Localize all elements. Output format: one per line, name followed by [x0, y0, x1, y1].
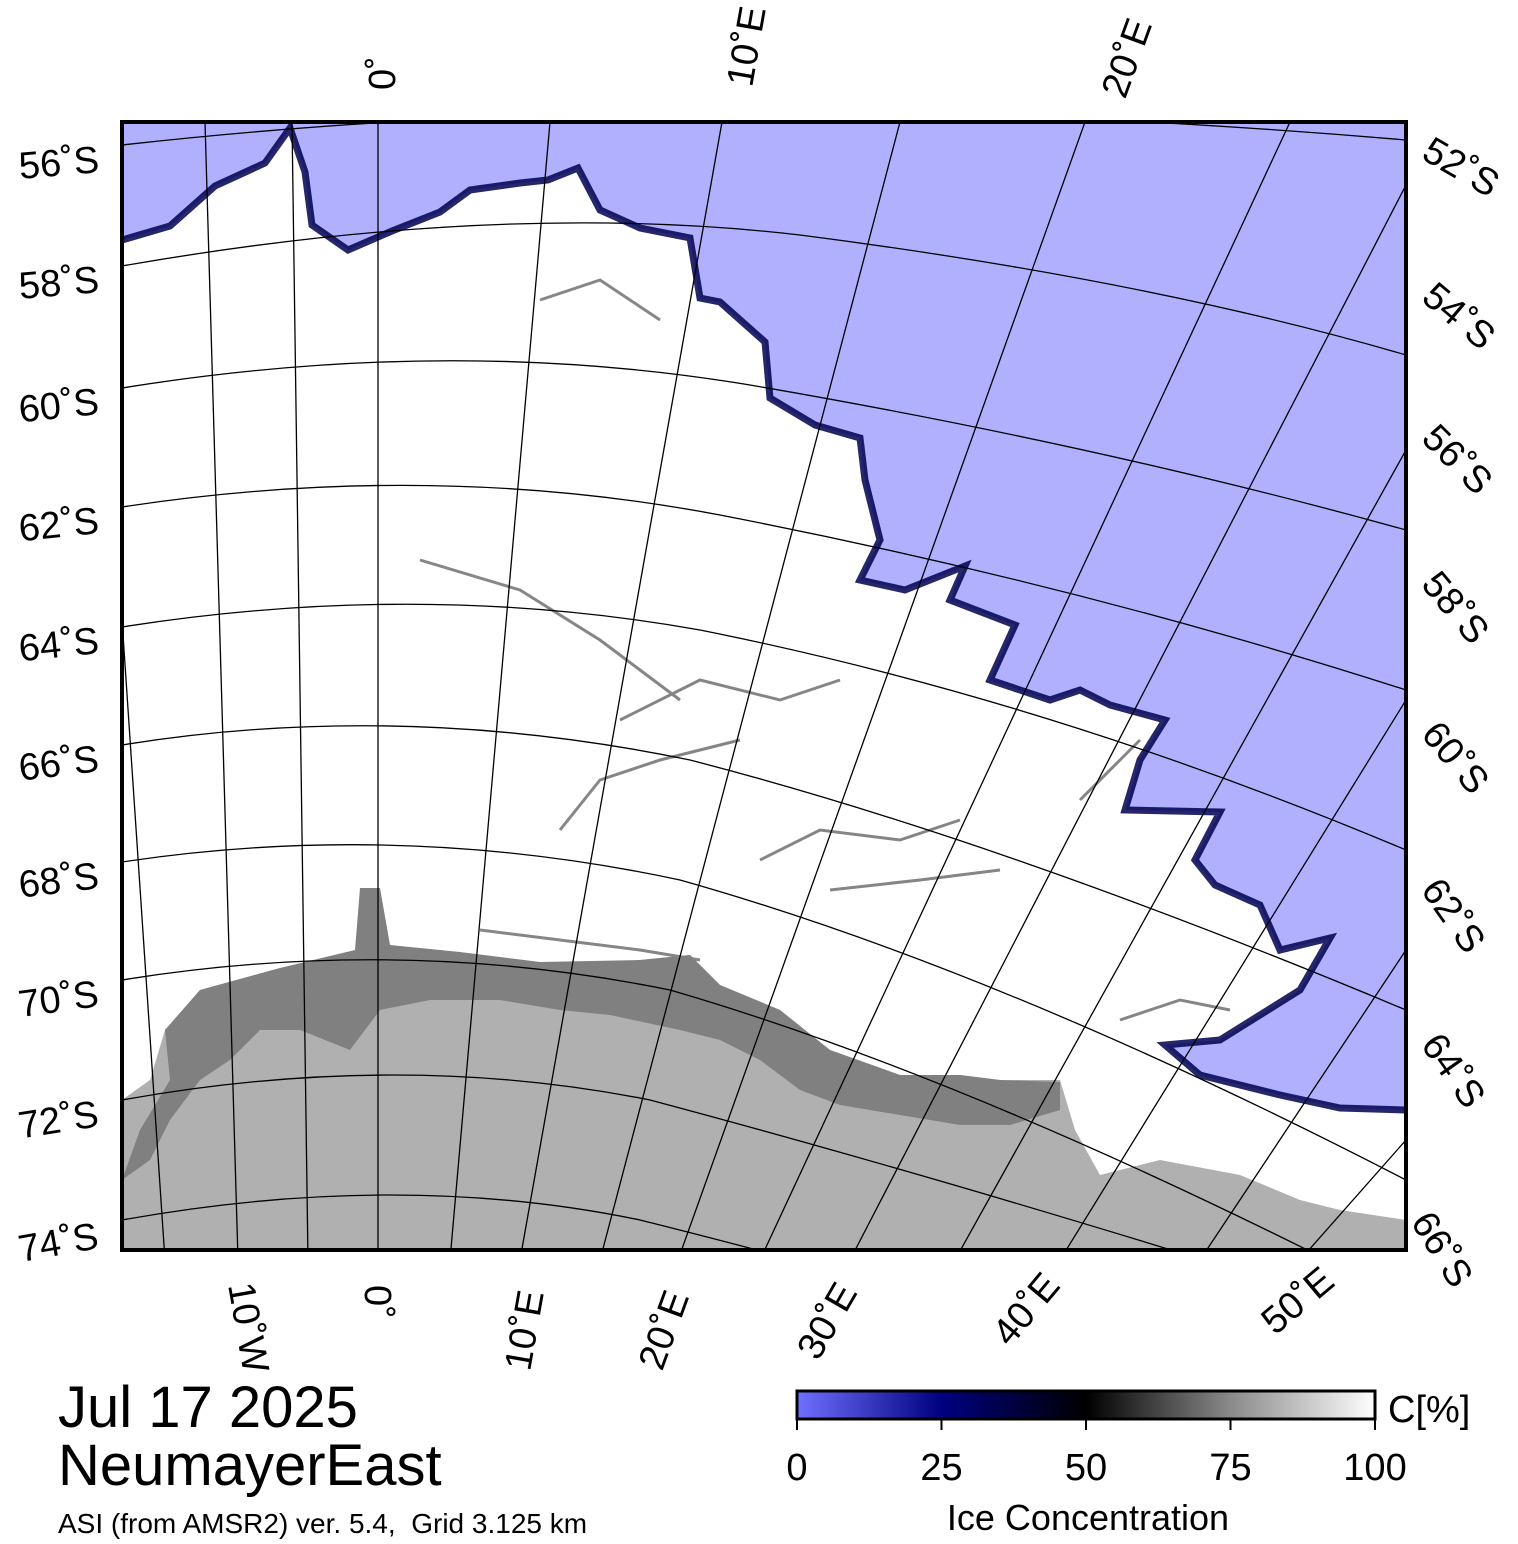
left-lat-label: 66˚S — [16, 738, 101, 789]
left-lat-label: 64˚S — [17, 620, 101, 670]
ice-shelf — [122, 888, 1060, 1180]
left-lat-label: 68˚S — [16, 855, 101, 906]
left-lat-label: 72˚S — [16, 1093, 102, 1147]
ice-leads — [419, 278, 1231, 1022]
left-lat-label: 60˚S — [17, 381, 101, 431]
colorbar-unit: C[%] — [1388, 1389, 1470, 1431]
colorbar-title: Ice Concentration — [947, 1497, 1229, 1538]
left-lat-label: 62˚S — [17, 500, 101, 550]
top-lon-label-0: 0˚ — [362, 56, 404, 90]
colorbar-tick-label: 100 — [1343, 1447, 1406, 1489]
right-lat-label: 66˚S — [1402, 1205, 1480, 1295]
bottom-lon-label-50e: 50˚E — [1254, 1259, 1342, 1343]
right-lat-label: 54˚S — [1414, 275, 1502, 359]
left-lat-label: 58˚S — [17, 259, 101, 308]
colorbar-tick-label: 50 — [1065, 1447, 1107, 1489]
bottom-lon-label-40e: 40˚E — [985, 1265, 1069, 1353]
right-lat-label: 58˚S — [1413, 564, 1497, 652]
map-date: Jul 17 2025 — [58, 1375, 358, 1440]
left-lat-label: 56˚S — [17, 139, 101, 188]
bottom-lon-labels: 10˚W 0˚ 10˚E 20˚E 30˚E 40˚E 50˚E — [219, 1259, 1342, 1376]
right-lat-label: 60˚S — [1413, 714, 1497, 802]
colorbar — [795, 1389, 1377, 1421]
left-lat-label: 70˚S — [16, 973, 101, 1026]
latitude-lines — [122, 122, 1406, 1250]
bottom-lon-label-20e: 20˚E — [631, 1285, 698, 1375]
right-lat-label: 52˚S — [1416, 129, 1507, 206]
land — [122, 952, 1406, 1250]
colorbar-tick-label: 0 — [786, 1447, 807, 1489]
right-lat-label: 56˚S — [1414, 417, 1500, 503]
right-lat-label: 64˚S — [1413, 1026, 1493, 1116]
data-source: ASI (from AMSR2) ver. 5.4, Grid 3.125 km — [58, 1508, 588, 1539]
bottom-lon-label-10e: 10˚E — [498, 1287, 553, 1373]
top-lon-label-20e: 20˚E — [1094, 13, 1161, 103]
map-frame — [120, 120, 1408, 1252]
left-lat-labels: 56˚S 58˚S 60˚S 62˚S 64˚S 66˚S 68˚S 70˚S … — [15, 139, 101, 1271]
ice-edge-band — [122, 122, 1406, 1114]
right-lat-label: 62˚S — [1413, 871, 1493, 961]
longitude-lines — [122, 122, 1406, 1250]
bottom-lon-label-0: 0˚ — [356, 1285, 398, 1319]
top-lon-label-10e: 10˚E — [720, 3, 775, 89]
colorbar-tick-labels: 0 25 50 75 100 — [786, 1447, 1406, 1489]
bottom-lon-label-30e: 30˚E — [789, 1276, 866, 1367]
bottom-lon-label-10w: 10˚W — [219, 1279, 276, 1376]
region-name: NeumayerEast — [58, 1433, 442, 1498]
right-lat-labels: 52˚S 54˚S 56˚S 58˚S 60˚S 62˚S 64˚S 66˚S — [1402, 129, 1506, 1294]
colorbar-ticks — [796, 1419, 1376, 1430]
left-lat-label: 74˚S — [15, 1216, 101, 1271]
colorbar-tick-label: 25 — [920, 1447, 962, 1489]
colorbar-tick-label: 75 — [1209, 1447, 1251, 1489]
